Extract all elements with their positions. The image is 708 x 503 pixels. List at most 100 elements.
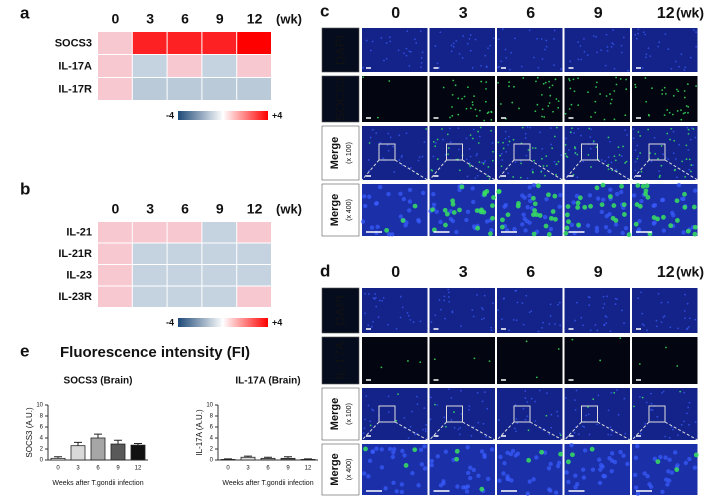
signal — [534, 147, 537, 150]
nucleus — [374, 200, 379, 206]
nucleus — [386, 144, 389, 146]
x-tick-label: 3 — [246, 466, 250, 472]
nucleus — [377, 316, 380, 319]
nucleus — [650, 160, 653, 163]
signal — [431, 227, 437, 233]
nucleus — [556, 410, 559, 413]
nucleus — [394, 489, 399, 494]
column-label: 0 — [391, 5, 400, 22]
nucleus — [420, 66, 422, 69]
nucleus — [468, 148, 471, 150]
column-label: 12 — [247, 11, 263, 27]
y-tick-label: 8 — [210, 414, 214, 420]
row-label: IL-23R — [58, 291, 92, 303]
signal — [684, 111, 686, 114]
nucleus — [623, 397, 626, 400]
signal — [641, 396, 644, 399]
nucleus — [389, 136, 392, 139]
nucleus — [458, 53, 461, 55]
nucleus — [574, 193, 580, 199]
nucleus — [655, 319, 658, 322]
nucleus — [574, 319, 577, 322]
nucleus — [375, 305, 378, 308]
signal — [469, 134, 472, 137]
nucleus — [465, 158, 468, 161]
signal — [634, 83, 637, 86]
nucleus — [671, 213, 676, 218]
signal — [681, 160, 684, 163]
signal — [621, 212, 627, 217]
nucleus — [528, 29, 531, 32]
nucleus — [641, 312, 644, 315]
column-label: 6 — [181, 11, 189, 27]
signal — [568, 78, 570, 80]
row-label: IL-21 — [66, 227, 92, 239]
nucleus — [432, 155, 435, 158]
nucleus — [468, 37, 471, 40]
micrograph — [564, 28, 630, 72]
signal — [672, 94, 675, 97]
nucleus — [484, 160, 487, 162]
row-label: IL-17A — [332, 341, 347, 380]
column-label: 0 — [112, 201, 120, 217]
signal — [603, 118, 606, 121]
nucleus — [390, 454, 396, 460]
signal — [625, 88, 628, 91]
signal — [599, 93, 601, 95]
signal — [363, 446, 368, 452]
nucleus — [636, 144, 639, 147]
nucleus — [602, 295, 605, 298]
row-label-box — [321, 443, 360, 496]
nucleus — [436, 62, 439, 65]
signal — [557, 100, 560, 103]
signal — [605, 95, 608, 97]
nucleus — [605, 322, 608, 324]
nucleus — [470, 186, 475, 191]
nucleus — [522, 195, 527, 200]
nucleus — [504, 48, 507, 51]
signal — [594, 111, 597, 114]
nucleus — [525, 491, 530, 496]
signal — [588, 127, 591, 130]
nucleus — [692, 29, 695, 31]
signal — [451, 106, 453, 108]
signal — [557, 106, 560, 109]
row-label: SOCS3 — [332, 77, 347, 121]
nucleus — [375, 132, 378, 135]
nucleus — [672, 152, 675, 155]
nucleus — [459, 426, 462, 429]
nucleus — [400, 448, 405, 454]
y-tick-label: 0 — [210, 458, 214, 464]
nucleus — [553, 160, 556, 163]
nucleus — [484, 219, 490, 224]
nucleus — [658, 170, 661, 173]
signal — [622, 145, 624, 148]
nucleus — [527, 193, 532, 198]
heatmap-cell — [237, 265, 271, 286]
nucleus — [592, 142, 595, 144]
nucleus — [363, 427, 366, 430]
signal — [624, 114, 627, 117]
panel-letter: b — [20, 179, 30, 198]
signal — [668, 111, 671, 114]
signal — [425, 128, 428, 130]
signal — [544, 81, 547, 84]
x-axis-label: Weeks after T.gondii infection — [52, 480, 143, 487]
nucleus — [641, 323, 644, 326]
signal — [647, 128, 650, 131]
bar — [300, 459, 316, 461]
row-label-box — [321, 287, 360, 334]
nucleus — [401, 154, 403, 157]
nucleus — [601, 197, 606, 202]
signal — [686, 83, 689, 86]
nucleus — [419, 30, 422, 33]
signal — [553, 135, 556, 138]
heatmap-cell — [167, 32, 202, 54]
nucleus — [603, 225, 609, 230]
nucleus — [610, 433, 613, 436]
nucleus — [480, 318, 483, 321]
signal — [685, 144, 688, 147]
error-bar — [134, 443, 142, 446]
nucleus — [585, 414, 588, 417]
signal — [633, 221, 639, 227]
